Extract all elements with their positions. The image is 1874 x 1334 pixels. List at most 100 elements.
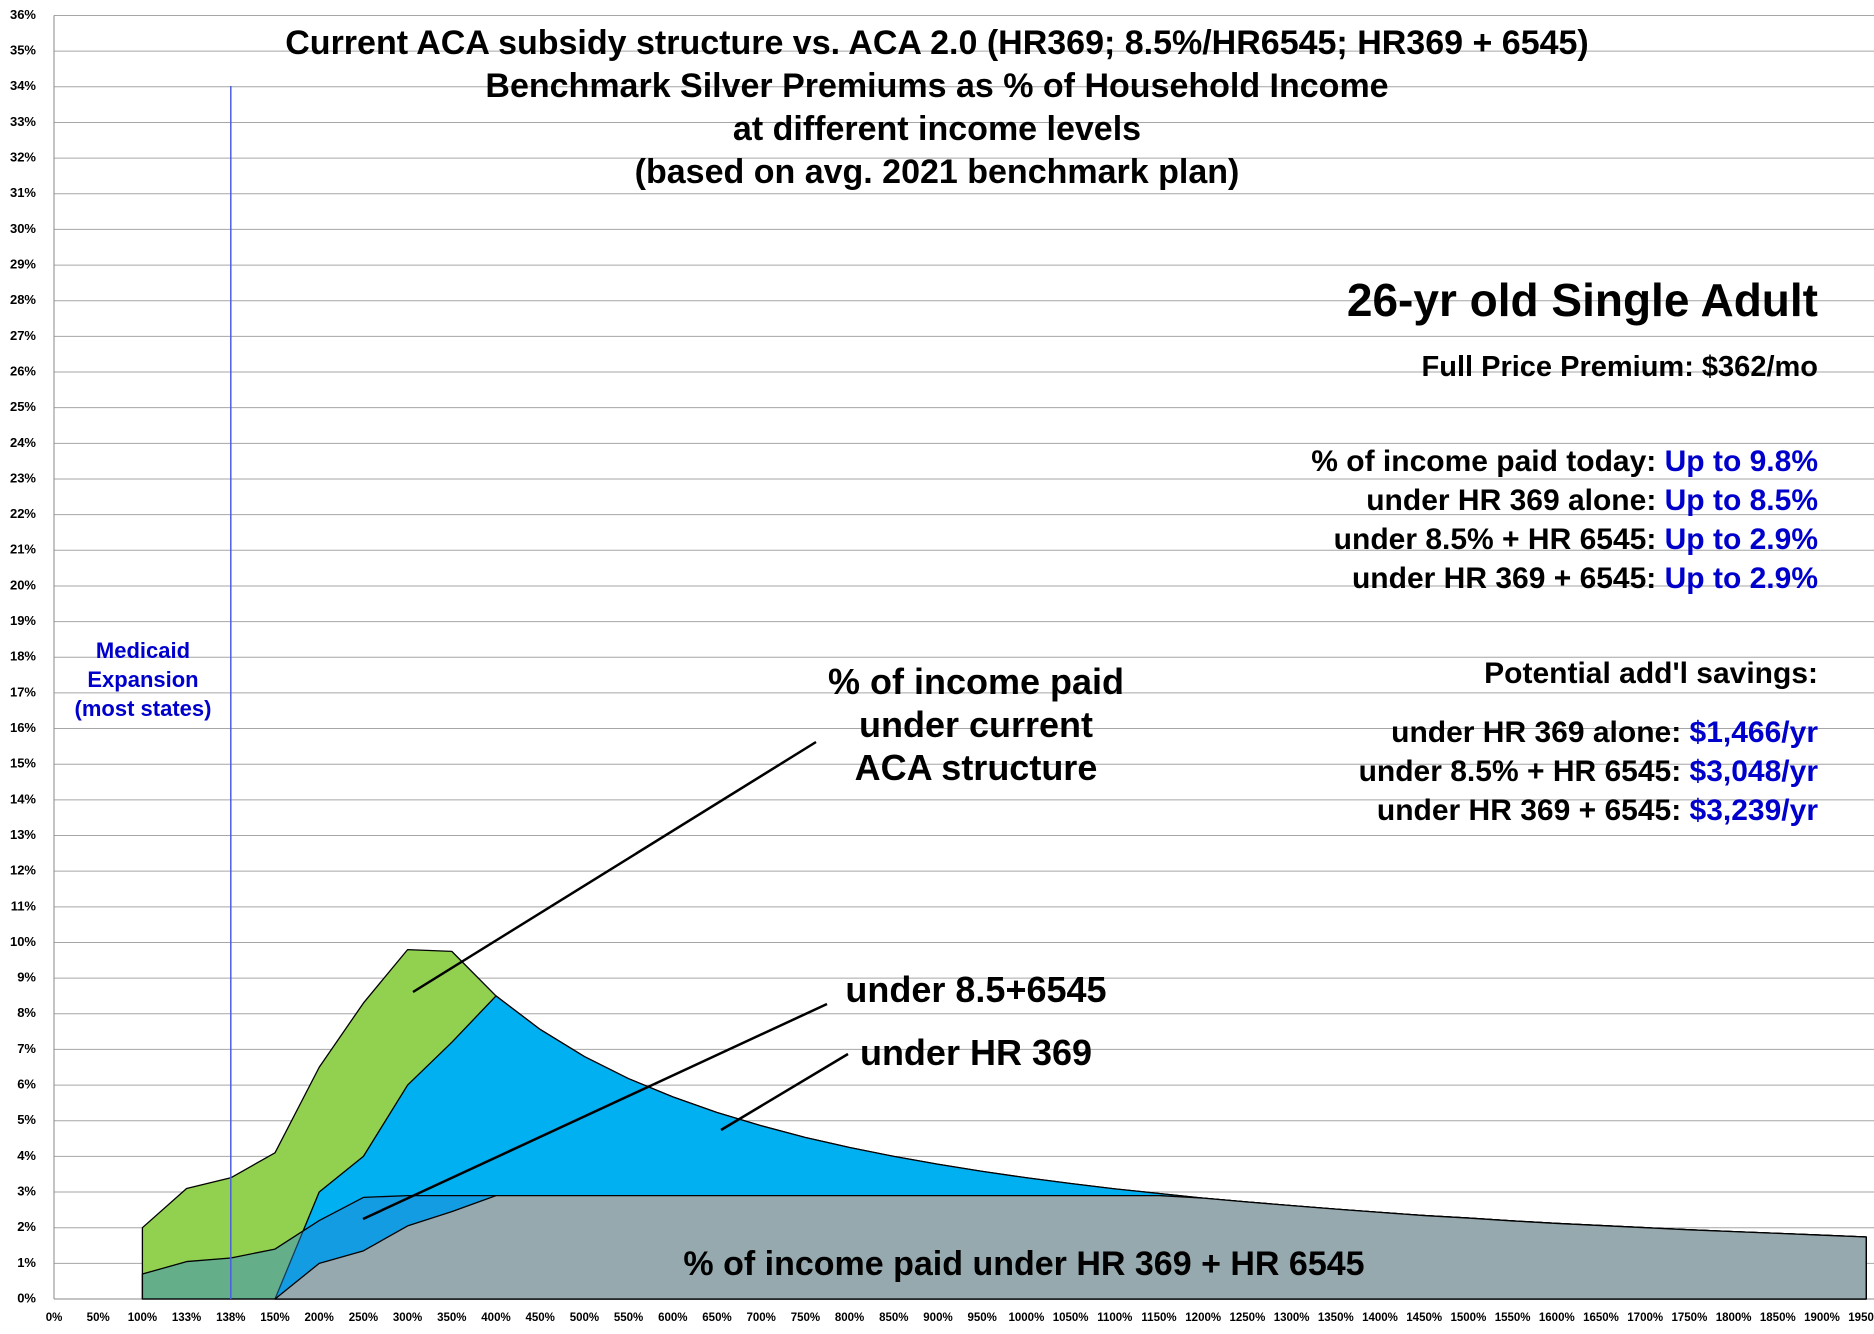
y-tick-label: 2%	[17, 1219, 36, 1234]
x-tick-label: 1000%	[1008, 1312, 1044, 1324]
x-tick-label: 150%	[260, 1312, 289, 1324]
x-tick-label: 450%	[525, 1312, 554, 1324]
y-tick-label: 36%	[10, 7, 36, 22]
x-tick-label: 1300%	[1274, 1312, 1310, 1324]
area	[274, 1194, 1867, 1300]
y-tick-label: 25%	[10, 399, 36, 414]
x-tick-label: 650%	[702, 1312, 731, 1324]
savings-value: $3,048/yr	[1689, 755, 1818, 788]
x-tick-label: 1900%	[1804, 1312, 1840, 1324]
x-tick-label: 50%	[87, 1312, 110, 1324]
y-tick-label: 27%	[10, 328, 36, 343]
info-value: Up to 8.5%	[1664, 484, 1818, 517]
y-tick-label: 11%	[11, 898, 37, 913]
info-row: under 8.5% + HR 6545: Up to 2.9%	[918, 520, 1818, 559]
info-rows: % of income paid today: Up to 9.8% under …	[918, 442, 1818, 598]
pointer-line	[362, 1002, 828, 1221]
series-label: under 8.5+6545	[845, 969, 1107, 1010]
savings-label: under HR 369 + 6545:	[1376, 794, 1690, 827]
savings-row: under 8.5% + HR 6545: $3,048/yr	[918, 752, 1818, 791]
medicaid-note: Medicaid Expansion (most states)	[74, 638, 212, 721]
x-tick-label: 400%	[481, 1312, 510, 1324]
info-subheading: Full Price Premium: $362/mo	[1421, 351, 1818, 383]
y-tick-label: 15%	[10, 756, 36, 771]
info-value: Up to 2.9%	[1664, 562, 1818, 595]
x-tick-label: 1500%	[1450, 1312, 1486, 1324]
pointer-line	[412, 740, 817, 994]
info-value: Up to 9.8%	[1664, 445, 1818, 478]
x-tick-label: 133%	[172, 1312, 201, 1324]
y-tick-label: 3%	[17, 1183, 36, 1198]
x-tick-label: 350%	[437, 1312, 466, 1324]
y-tick-label: 30%	[10, 221, 36, 236]
y-tick-label: 17%	[10, 684, 36, 699]
chart-title: Current ACA subsidy structure vs. ACA 2.…	[285, 24, 1589, 191]
x-tick-label: 0%	[46, 1312, 63, 1324]
info-label: % of income paid today:	[1311, 445, 1665, 478]
y-tick-label: 5%	[17, 1112, 36, 1127]
y-tick-label: 26%	[10, 363, 36, 378]
x-tick-label: 1450%	[1406, 1312, 1442, 1324]
savings-title: Potential add'l savings:	[1484, 657, 1818, 690]
x-tick-label: 1550%	[1495, 1312, 1531, 1324]
x-tick-label: 200%	[304, 1312, 333, 1324]
x-tick-label: 1150%	[1141, 1312, 1176, 1324]
x-tick-label: 138%	[216, 1312, 245, 1324]
x-tick-label: 1050%	[1053, 1312, 1089, 1324]
x-tick-label: 1950%	[1848, 1312, 1874, 1324]
y-tick-label: 18%	[10, 649, 36, 664]
x-tick-label: 1750%	[1671, 1312, 1707, 1324]
savings-value: $1,466/yr	[1689, 716, 1818, 749]
info-row: % of income paid today: Up to 9.8%	[918, 442, 1818, 481]
x-tick-label: 1400%	[1362, 1312, 1398, 1324]
x-tick-label: 1850%	[1760, 1312, 1796, 1324]
y-tick-label: 29%	[10, 257, 36, 272]
info-row: under HR 369 alone: Up to 8.5%	[918, 481, 1818, 520]
x-tick-label: 1700%	[1627, 1312, 1663, 1324]
y-tick-label: 21%	[10, 542, 36, 557]
y-tick-label: 14%	[10, 791, 36, 806]
x-tick-label: 1100%	[1097, 1312, 1132, 1324]
info-box: 26-yr old Single Adult Full Price Premiu…	[918, 252, 1818, 850]
y-tick-label: 12%	[10, 863, 36, 878]
savings-row: under HR 369 + 6545: $3,239/yr	[918, 791, 1818, 830]
savings-label: under HR 369 alone:	[1391, 716, 1690, 749]
x-tick-label: 300%	[393, 1312, 422, 1324]
y-tick-label: 16%	[10, 720, 36, 735]
x-tick-label: 250%	[349, 1312, 378, 1324]
y-tick-label: 13%	[10, 827, 36, 842]
x-tick-label: 700%	[746, 1312, 775, 1324]
y-tick-label: 28%	[10, 292, 36, 307]
series-label: under HR 369	[859, 1032, 1093, 1073]
y-tick-label: 22%	[10, 506, 36, 521]
info-label: under HR 369 + 6545:	[1351, 562, 1665, 595]
info-heading: 26-yr old Single Adult	[1346, 274, 1818, 326]
savings-value: $3,239/yr	[1689, 794, 1818, 827]
y-tick-label: 24%	[10, 435, 36, 450]
x-tick-label: 100%	[128, 1312, 157, 1324]
y-tick-label: 35%	[10, 43, 36, 58]
x-tick-label: 1350%	[1318, 1312, 1354, 1324]
x-tick-label: 1650%	[1583, 1312, 1619, 1324]
y-tick-label: 4%	[17, 1148, 36, 1163]
x-tick-label: 1600%	[1539, 1312, 1575, 1324]
x-tick-label: 950%	[967, 1312, 996, 1324]
x-tick-label: 1800%	[1716, 1312, 1752, 1324]
y-tick-label: 0%	[17, 1290, 36, 1305]
info-value: Up to 2.9%	[1664, 523, 1818, 556]
x-tick-label: 1250%	[1229, 1312, 1265, 1324]
info-row: under HR 369 + 6545: Up to 2.9%	[918, 559, 1818, 598]
x-tick-label: 800%	[835, 1312, 864, 1324]
y-tick-label: 34%	[10, 78, 36, 93]
info-label: under HR 369 alone:	[1366, 484, 1665, 517]
y-tick-label: 19%	[10, 613, 36, 628]
savings-row: under HR 369 alone: $1,466/yr	[918, 713, 1818, 752]
x-tick-label: 550%	[614, 1312, 643, 1324]
x-tick-label: 600%	[658, 1312, 687, 1324]
x-tick-label: 750%	[791, 1312, 820, 1324]
y-tick-label: 10%	[10, 934, 36, 949]
info-label: under 8.5% + HR 6545:	[1333, 523, 1665, 556]
y-tick-label: 23%	[10, 470, 36, 485]
